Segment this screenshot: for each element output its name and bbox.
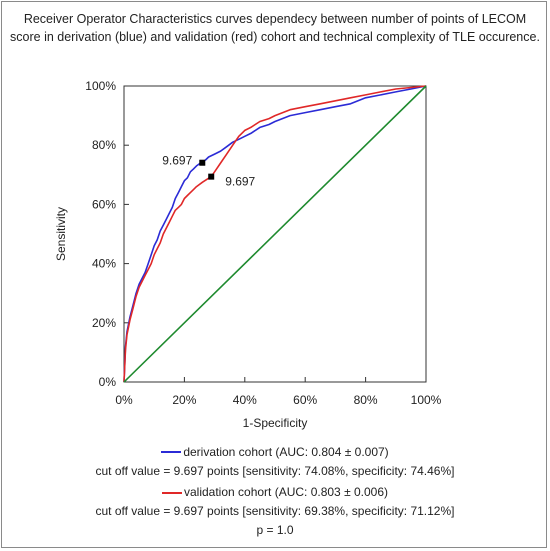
y-tick-label: 40% (92, 257, 116, 271)
x-tick-label: 60% (293, 393, 317, 407)
y-tick-label: 80% (92, 138, 116, 152)
derivation-curve (123, 85, 427, 383)
legend-validation: validation cohort (AUC: 0.803 ± 0.006) (0, 481, 550, 503)
series-lines (123, 85, 427, 383)
derivation-swatch (161, 451, 182, 453)
validation-swatch (161, 491, 182, 494)
derivation-cutoff: cut off value = 9.697 points [sensitivit… (95, 463, 455, 478)
x-tick-label: 100% (411, 393, 442, 407)
y-tick-label: 0% (99, 375, 117, 389)
y-tick-label: 100% (85, 79, 116, 93)
x-axis-label: 1-Specificity (243, 416, 308, 430)
cutoff-marker (208, 173, 215, 180)
p-value: p = 1.0 (256, 523, 294, 537)
y-axis-label: Sensitivity (54, 207, 68, 261)
validation-cutoff: cut off value = 9.697 points [sensitivit… (95, 504, 455, 518)
y-tick-label: 60% (92, 197, 116, 211)
cutoff-label: 9.697 (162, 154, 192, 168)
cutoff-label: 9.697 (225, 175, 255, 189)
axis-ticks: 0% 20% 40% 60% 80% 100% 0% 20% 40% 60% 80% 100% (85, 79, 441, 407)
chart-title: Receiver Operator Characteristics curves… (10, 12, 540, 44)
derivation-label: derivation cohort (AUC: 0.804 ± 0.007) (183, 444, 389, 459)
x-tick-label: 0% (115, 393, 133, 407)
legend-derivation: derivation cohort (AUC: 0.804 ± 0.007) (0, 440, 550, 462)
x-tick-label: 20% (172, 393, 196, 407)
x-tick-label: 40% (233, 393, 257, 407)
cutoff-markers: 9.697 9.697 (162, 154, 255, 189)
reference-diagonal (123, 85, 427, 383)
legend: derivation cohort (AUC: 0.804 ± 0.007) c… (0, 440, 550, 540)
x-tick-label: 80% (354, 393, 378, 407)
validation-label: validation cohort (AUC: 0.803 ± 0.006) (183, 485, 389, 499)
validation-curve (123, 85, 427, 383)
cutoff-marker (199, 159, 206, 166)
roc-plot: 0% 20% 40% 60% 80% 100% 0% 20% 40% 60% 80% 100% 9.6… (54, 79, 442, 430)
y-tick-label: 20% (92, 316, 116, 330)
